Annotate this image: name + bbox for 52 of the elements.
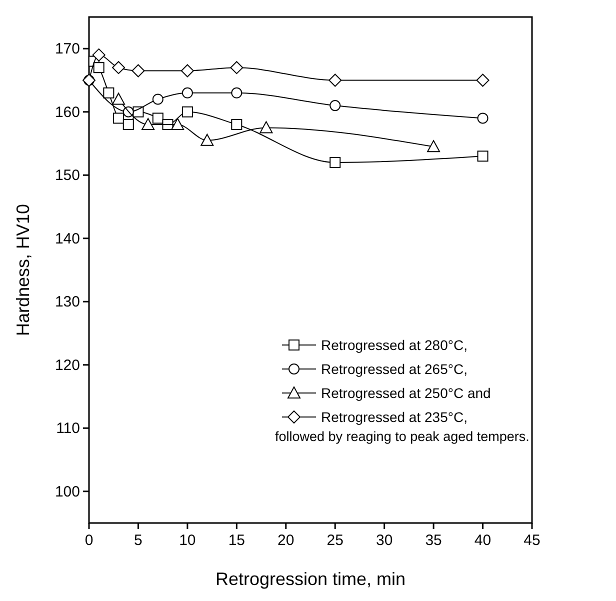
annotation: followed by reaging to peak aged tempers. <box>275 429 530 444</box>
point <box>152 112 164 124</box>
x-tick-label: 40 <box>474 532 492 549</box>
point <box>152 94 164 105</box>
point <box>182 106 193 118</box>
point <box>476 74 490 87</box>
y-tick-label: 100 <box>54 483 80 500</box>
x-tick-label: 20 <box>278 532 294 549</box>
x-tick-label: 35 <box>425 532 442 549</box>
point <box>113 112 124 124</box>
point <box>427 140 440 152</box>
y-tick-label: 120 <box>54 356 80 374</box>
x-tick-label: 25 <box>326 532 344 549</box>
point <box>92 48 106 62</box>
point <box>200 134 214 146</box>
point <box>112 92 126 105</box>
point <box>477 112 488 124</box>
y-tick-label: 140 <box>54 230 80 248</box>
point <box>93 62 104 74</box>
point <box>330 156 341 168</box>
point <box>132 64 145 78</box>
x-tick-label: 30 <box>376 532 393 549</box>
legend-label: Retrogressed at 265°C, <box>321 361 468 377</box>
x-tick-label: 0 <box>84 532 94 549</box>
x-tick-label: 5 <box>134 532 142 549</box>
point <box>330 100 341 112</box>
point <box>103 87 114 98</box>
x-tick-label: 15 <box>228 532 246 549</box>
y-axis-title: Hardness, HV10 <box>13 204 33 336</box>
point <box>260 121 273 134</box>
point <box>231 119 242 130</box>
point <box>180 64 194 78</box>
y-tick-label: 110 <box>56 420 80 438</box>
point <box>230 61 244 74</box>
point <box>112 61 126 74</box>
x-tick-label: 10 <box>179 532 196 549</box>
point <box>122 119 134 130</box>
x-axis-title: Retrogression time, min <box>215 569 406 589</box>
point <box>182 87 193 98</box>
y-tick-label: 130 <box>54 294 80 311</box>
legend-label: Retrogressed at 280°C, <box>321 337 468 353</box>
point <box>142 118 155 130</box>
point <box>231 87 242 98</box>
x-tick-label: 45 <box>524 532 540 549</box>
point <box>328 74 342 87</box>
y-tick-label: 160 <box>54 104 80 121</box>
point <box>171 118 184 130</box>
legend-label: Retrogressed at 250°C and <box>321 385 491 401</box>
point <box>477 150 488 162</box>
y-tick-label: 170 <box>54 40 80 58</box>
y-tick-label: 150 <box>54 167 80 184</box>
legend-label: Retrogressed at 235°C, <box>321 409 468 425</box>
